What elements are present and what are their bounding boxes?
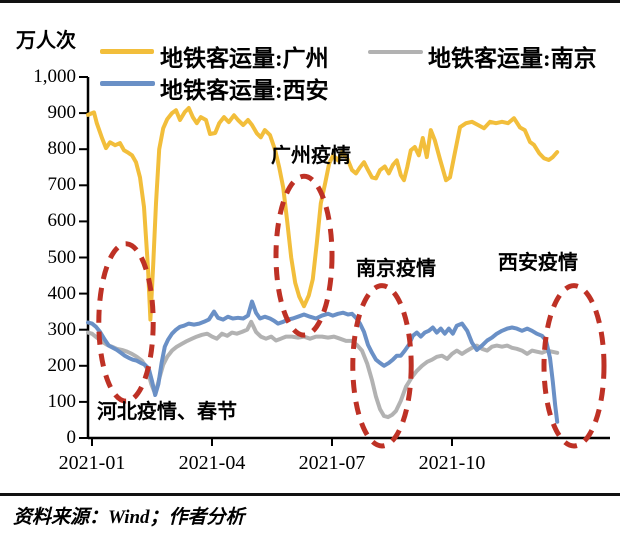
y-tick-label: 100 [47, 390, 77, 412]
y-tick-label: 800 [47, 138, 77, 160]
legend-swatch-nanjing [368, 50, 423, 54]
x-tick-label: 2021-07 [298, 452, 366, 474]
annotation-ellipse-1 [273, 173, 335, 338]
series-line-2 [86, 299, 560, 424]
y-axis-unit-label: 万人次 [16, 30, 76, 52]
legend-swatch-guangzhou [100, 49, 154, 54]
x-tick-label: 2021-04 [178, 452, 246, 474]
x-tick-label: 2021-01 [58, 452, 126, 474]
y-tick-label: 0 [66, 427, 77, 448]
y-tick-label: 200 [47, 354, 77, 376]
legend-label-guangzhou: 地铁客运量:广州 [160, 46, 329, 71]
y-tick-label: 300 [47, 318, 77, 340]
footer-divider-rule [0, 493, 620, 496]
annotation-ellipse-2 [350, 283, 414, 449]
data-source-note: 资料来源：Wind；作者分析 [13, 507, 245, 528]
y-tick-label: 600 [47, 210, 77, 232]
series-line-0 [86, 106, 560, 322]
y-tick-label: 700 [47, 174, 77, 196]
y-tick-label: 400 [47, 282, 77, 304]
y-tick-label: 900 [47, 102, 77, 124]
annotation-ellipse-0 [96, 241, 156, 404]
x-tick-label: 2021-10 [418, 452, 486, 474]
annotation-guangzhou-epidemic: 广州疫情 [271, 145, 351, 167]
y-tick-label: 1,000 [33, 66, 76, 87]
legend-swatch-xian [100, 81, 155, 86]
annotation-nanjing-epidemic: 南京疫情 [356, 258, 436, 280]
annotation-hebei-epidemic-spring-festival: 河北疫情、春节 [97, 401, 237, 423]
y-tick-label: 500 [47, 246, 77, 268]
top-border-rule [0, 0, 620, 3]
annotation-ellipse-3 [541, 283, 607, 449]
annotation-xian-epidemic: 西安疫情 [498, 252, 578, 274]
legend-label-xian: 地铁客运量:西安 [160, 78, 329, 103]
legend-label-nanjing: 地铁客运量:南京 [428, 46, 597, 71]
